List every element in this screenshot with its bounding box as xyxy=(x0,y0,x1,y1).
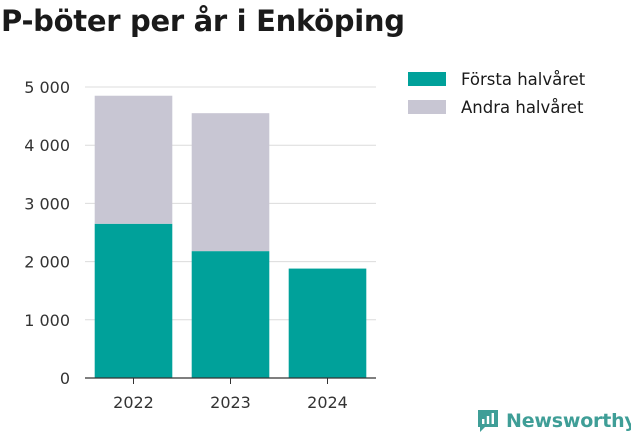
y-tick-label: 1 000 xyxy=(24,311,70,330)
bar-2023-series-1 xyxy=(191,113,270,252)
bar-2024-series-0 xyxy=(288,268,367,378)
bars xyxy=(94,95,367,378)
y-tick-label: 0 xyxy=(60,369,70,388)
legend-swatch xyxy=(408,72,446,86)
bar-2022-series-1 xyxy=(94,95,173,224)
y-tick-label: 3 000 xyxy=(24,194,70,213)
axes: 0 1 000 2 000 3 000 4 000 5 000 2022 2023 2024 xyxy=(24,78,376,412)
brand-logo: Newsworthy xyxy=(476,408,631,434)
x-tick-label: 2022 xyxy=(113,393,154,412)
y-tick-label: 4 000 xyxy=(24,136,70,155)
chart-title: P-böter per år i Enköping xyxy=(1,4,405,38)
bar-2023-series-0 xyxy=(191,251,270,378)
legend-swatch xyxy=(408,100,446,114)
newsworthy-logo-icon xyxy=(478,410,498,432)
x-tick-label: 2023 xyxy=(210,393,251,412)
bar-2022-series-0 xyxy=(94,223,173,378)
legend-label: Andra halvåret xyxy=(461,98,584,117)
legend-label: Första halvåret xyxy=(461,70,586,89)
brand-name: Newsworthy xyxy=(506,410,631,432)
y-tick-label: 2 000 xyxy=(24,253,70,272)
x-tick-label: 2024 xyxy=(307,393,348,412)
y-tick-label: 5 000 xyxy=(24,78,70,97)
legend: Första halvåret Andra halvåret xyxy=(408,70,586,117)
